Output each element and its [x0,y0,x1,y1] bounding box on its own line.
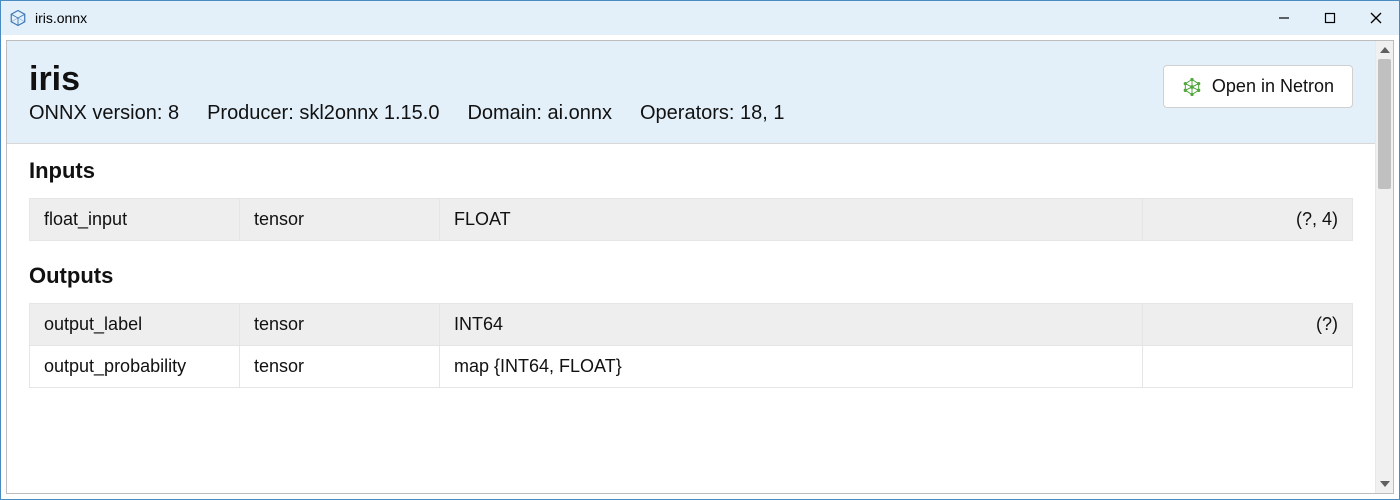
outputs-section: Outputs output_label tensor INT64 (?) ou… [7,249,1375,396]
netron-icon [1182,77,1202,97]
table-row: float_input tensor FLOAT (?, 4) [30,199,1353,241]
content-frame: iris ONNX version: 8 Producer: skl2onnx … [6,40,1394,494]
io-dtype: FLOAT [440,199,1143,241]
inputs-table: float_input tensor FLOAT (?, 4) [29,198,1353,241]
table-row: output_probability tensor map {INT64, FL… [30,346,1353,388]
meta-operators: Operators: 18, 1 [640,102,785,125]
meta-domain: Domain: ai.onnx [467,102,612,125]
window-title: iris.onnx [35,10,1261,26]
io-kind: tensor [240,304,440,346]
io-dtype: INT64 [440,304,1143,346]
model-meta: ONNX version: 8 Producer: skl2onnx 1.15.… [29,102,1353,125]
io-name: float_input [30,199,240,241]
model-name: iris [29,61,1353,98]
io-shape: (?, 4) [1143,199,1353,241]
close-button[interactable] [1353,1,1399,35]
maximize-button[interactable] [1307,1,1353,35]
scroll-up-icon[interactable] [1376,41,1394,59]
inputs-title: Inputs [29,158,1353,184]
app-icon [9,9,27,27]
outputs-title: Outputs [29,263,1353,289]
io-dtype: map {INT64, FLOAT} [440,346,1143,388]
io-shape [1143,346,1353,388]
io-shape: (?) [1143,304,1353,346]
meta-producer: Producer: skl2onnx 1.15.0 [207,102,439,125]
io-kind: tensor [240,199,440,241]
scrollbar-thumb[interactable] [1378,59,1391,189]
io-name: output_probability [30,346,240,388]
window-controls [1261,1,1399,35]
scroll-down-icon[interactable] [1376,475,1394,493]
app-window: iris.onnx iris ONNX [0,0,1400,500]
meta-onnx-version: ONNX version: 8 [29,102,179,125]
vertical-scrollbar[interactable] [1375,41,1393,493]
table-row: output_label tensor INT64 (?) [30,304,1353,346]
titlebar: iris.onnx [1,1,1399,35]
open-in-netron-label: Open in Netron [1212,76,1334,97]
open-in-netron-button[interactable]: Open in Netron [1163,65,1353,108]
io-kind: tensor [240,346,440,388]
content-area: iris ONNX version: 8 Producer: skl2onnx … [7,41,1375,493]
minimize-button[interactable] [1261,1,1307,35]
io-name: output_label [30,304,240,346]
model-header: iris ONNX version: 8 Producer: skl2onnx … [7,41,1375,144]
inputs-section: Inputs float_input tensor FLOAT (?, 4) [7,144,1375,249]
outputs-table: output_label tensor INT64 (?) output_pro… [29,303,1353,388]
